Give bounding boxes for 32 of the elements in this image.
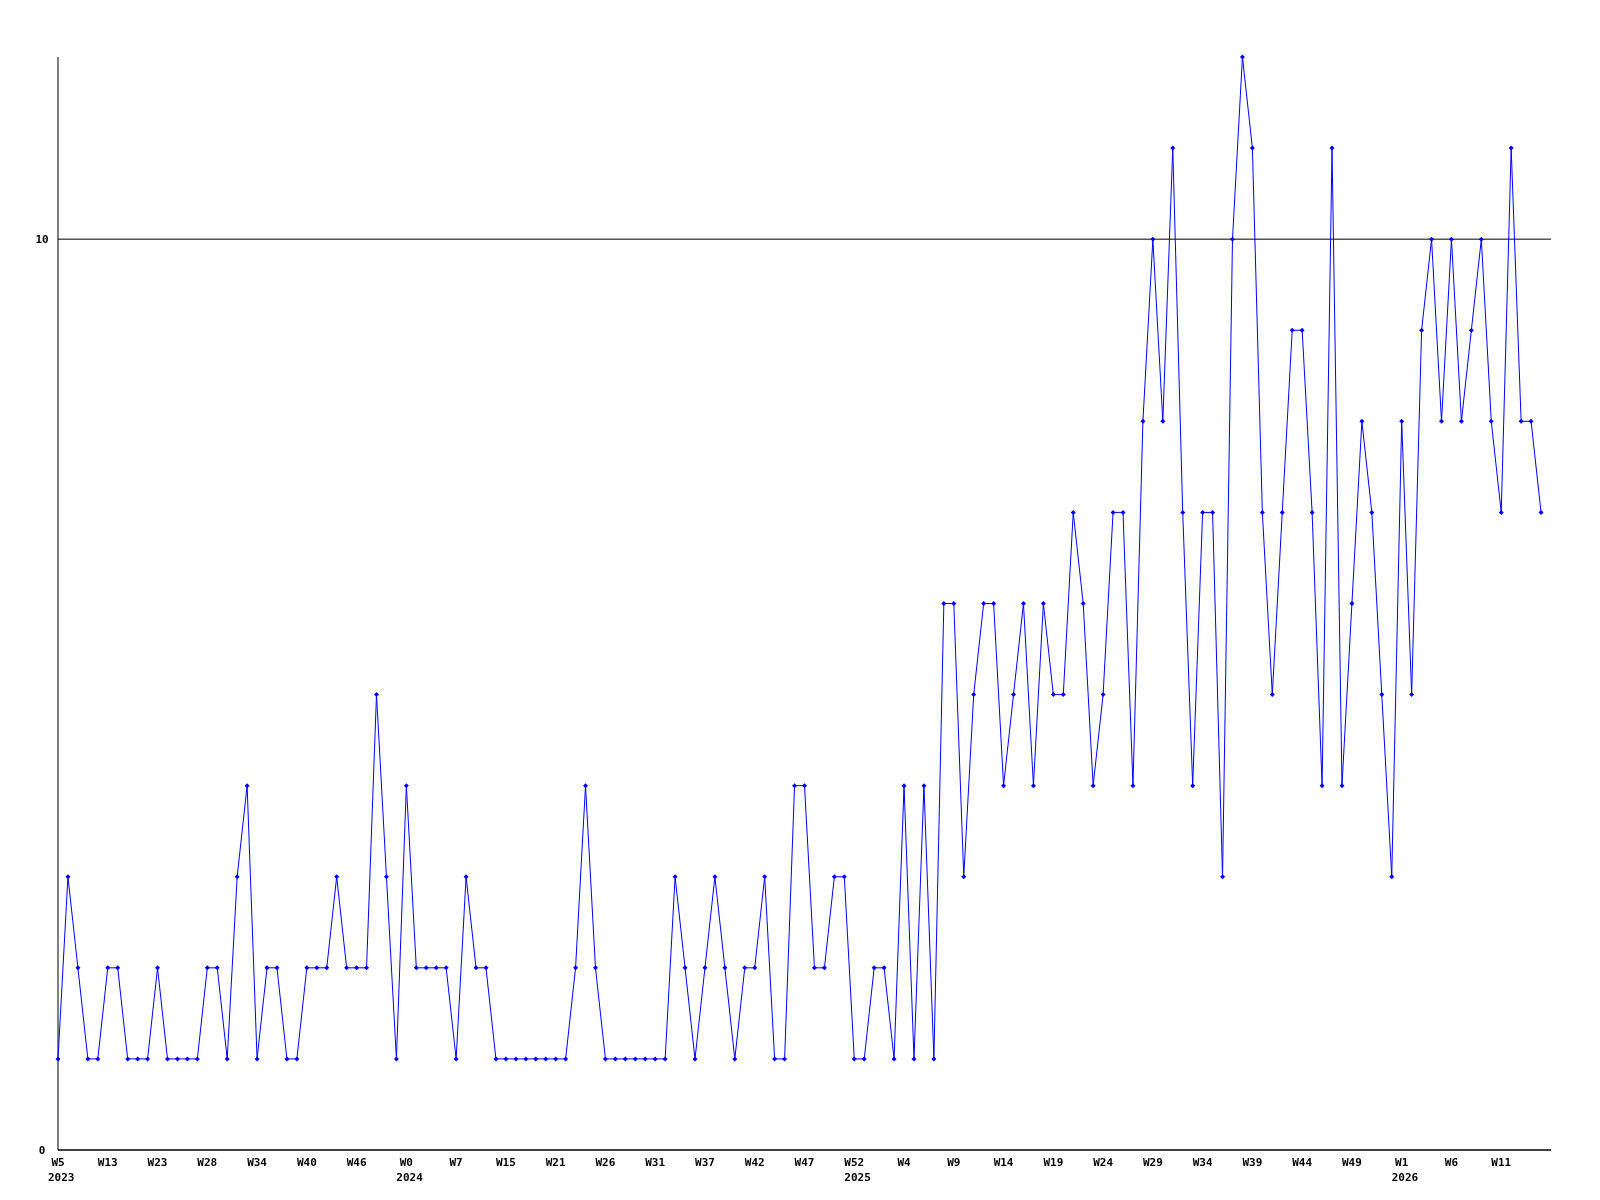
x-tick-label: W4 <box>897 1156 912 1169</box>
x-tick-label: W14 <box>993 1156 1014 1169</box>
x-tick-label: W5 2023 <box>48 1156 75 1184</box>
x-tick-label: W6 <box>1444 1156 1459 1169</box>
x-tick-label: W37 <box>695 1156 715 1169</box>
x-tick-label: W24 <box>1093 1156 1114 1169</box>
x-tick-label: W52 2025 <box>844 1156 871 1184</box>
x-tick-label: W46 <box>346 1156 367 1169</box>
y-tick-label: 0 <box>38 1143 46 1157</box>
x-tick-label: W28 <box>197 1156 218 1169</box>
x-tick-label: W1 2026 <box>1391 1156 1419 1184</box>
x-tick-label: W23 <box>147 1156 168 1169</box>
x-tick-label: W40 <box>296 1156 317 1169</box>
x-tick-label: W11 <box>1491 1156 1512 1169</box>
x-tick-label: W49 <box>1342 1156 1362 1169</box>
x-tick-label: W26 <box>595 1156 616 1169</box>
x-tick-label: W13 <box>97 1156 118 1169</box>
x-tick-label: W29 <box>1142 1156 1163 1169</box>
x-tick-label: W31 <box>645 1156 666 1169</box>
x-tick-label: W21 <box>545 1156 566 1169</box>
x-tick-label: W34 <box>247 1156 268 1169</box>
x-tick-label: W15 <box>495 1156 516 1169</box>
x-tick-label: W44 <box>1292 1156 1313 1169</box>
x-tick-label: W34 <box>1192 1156 1213 1169</box>
x-tick-label: W42 <box>744 1156 765 1169</box>
x-tick-label: W39 <box>1242 1156 1263 1169</box>
x-tick-label: W7 <box>449 1156 463 1169</box>
x-tick-label: W19 <box>1043 1156 1064 1169</box>
x-tick-label: W0 2024 <box>396 1156 424 1184</box>
y-tick-label: 10 <box>35 233 49 247</box>
x-tick-label: W9 <box>947 1156 961 1169</box>
x-tick-label: W47 <box>794 1156 815 1169</box>
